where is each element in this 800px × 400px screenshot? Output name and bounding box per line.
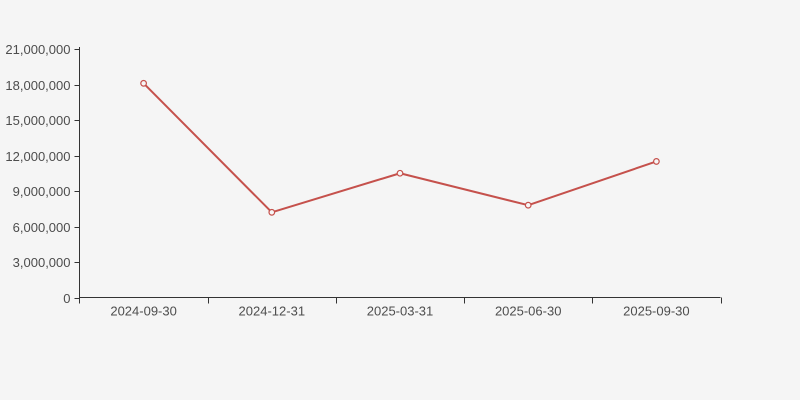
data-point-marker[interactable] <box>396 169 404 177</box>
y-tick-label: 3,000,000 <box>13 255 71 270</box>
y-tick-label: 6,000,000 <box>13 220 71 235</box>
x-tick-label: 2024-09-30 <box>110 304 177 319</box>
y-tick-label: 15,000,000 <box>5 113 70 128</box>
data-point-marker[interactable] <box>653 158 660 165</box>
data-point-marker[interactable] <box>524 201 532 209</box>
x-tick-label: 2025-06-30 <box>495 304 562 319</box>
data-point-marker[interactable] <box>268 208 276 216</box>
series-line <box>142 82 658 214</box>
x-tick-label: 2025-09-30 <box>623 304 690 319</box>
y-tick-label: 0 <box>63 291 70 306</box>
y-tick-label: 9,000,000 <box>13 184 71 199</box>
y-tick-label: 12,000,000 <box>5 149 70 164</box>
x-tick-label: 2024-12-31 <box>239 304 306 319</box>
y-tick-label: 21,000,000 <box>5 42 70 57</box>
data-point-marker[interactable] <box>140 79 148 87</box>
x-tick-label: 2025-03-31 <box>367 304 434 319</box>
y-tick-label: 18,000,000 <box>5 78 70 93</box>
